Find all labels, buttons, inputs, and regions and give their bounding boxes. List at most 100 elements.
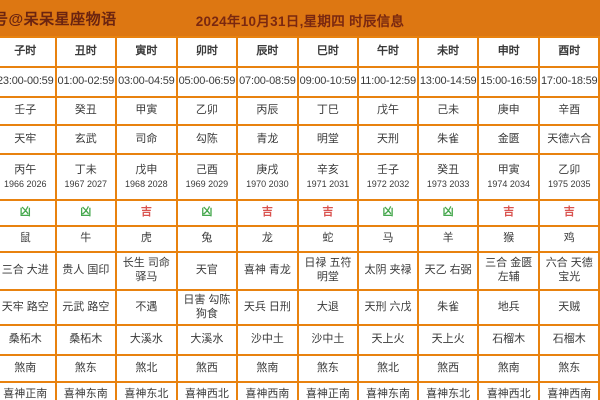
nayin-cell: 桑柘木 (54, 324, 118, 356)
animal-cell: 羊 (416, 225, 480, 253)
animal-cell: 龙 (236, 225, 299, 253)
xi-cell: 喜神西北财神正东 (477, 381, 540, 400)
chong-years: 1973 2033 (426, 178, 470, 189)
chong-years: 1968 2028 (125, 178, 168, 189)
time-cell: 09:00-10:59 (296, 66, 360, 98)
deity-cell: 天牢 (0, 124, 57, 155)
ji-cell: 喜神 青龙 (236, 251, 299, 291)
xiong-cell: 天刑 六戊 (357, 289, 419, 326)
sha-cell: 煞东 (54, 354, 118, 383)
animal-cell: 马 (357, 225, 419, 253)
deity-cell: 司命 (115, 124, 178, 155)
animal-cell: 猴 (477, 225, 540, 253)
name-cell: 酉时 (537, 36, 600, 68)
sha-cell: 煞北 (115, 354, 178, 383)
row-luck: 凶凶吉凶吉吉凶凶吉吉凶旬空吉 (0, 199, 600, 227)
sha-cell: 煞南 (0, 354, 57, 383)
luck-good-mark: 吉 (503, 206, 515, 219)
ji-cell: 日禄 五符 明堂 (296, 251, 360, 291)
ganzhi-cell: 壬子 (0, 96, 57, 126)
luck-cell: 吉 (537, 199, 600, 227)
luck-bad-mark: 凶 (442, 206, 454, 219)
row-xi: 喜神正南财神正南喜神东南财神正南喜神东北财神东南喜神西北财神东南喜神西南财神正西… (0, 381, 600, 400)
nayin-cell: 桑柘木 (0, 324, 57, 356)
luck-bad-mark: 凶 (382, 206, 394, 219)
name-cell: 卯时 (175, 36, 239, 68)
xishen-direction: 喜神正南 (305, 388, 350, 400)
chong-years: 1971 2031 (306, 178, 350, 189)
animal-cell: 蛇 (296, 225, 360, 253)
nayin-cell: 沙中土 (236, 324, 299, 356)
xishen-direction: 喜神西北 (184, 388, 229, 400)
luck-cell: 凶 (416, 199, 480, 227)
time-cell: 03:00-04:59 (115, 66, 178, 98)
ganzhi-cell: 癸丑 (54, 96, 118, 126)
xiong-cell: 地兵 (477, 289, 540, 326)
ji-cell: 天官 (175, 251, 239, 291)
name-cell: 寅时 (115, 36, 178, 68)
chong-cell: 丙午 1966 2026 (0, 153, 57, 201)
row-sha: 煞南煞东煞北煞西煞南煞东煞北煞西煞南煞东煞北煞西 (0, 354, 600, 383)
xiong-cell: 天贼 (537, 289, 600, 326)
header-banner: 号@呆呆星座物语 2024年10月31日,星期四 时辰信息 (0, 0, 600, 36)
row-chong: 丙午 1966 2026 丁未 1967 2027 戊申 1968 2028 己酉 1969 … (0, 153, 600, 201)
luck-cell: 吉 (115, 199, 178, 227)
deity-cell: 金匮 (477, 124, 540, 155)
nayin-cell: 沙中土 (296, 324, 360, 356)
xiong-cell: 天牢 路空 (0, 289, 57, 326)
ganzhi-cell: 丙辰 (236, 96, 299, 126)
deity-cell: 勾陈 (175, 124, 239, 155)
row-deity: 天牢玄武司命勾陈青龙明堂天刑朱雀金匮天德六合白虎玉堂 (0, 124, 600, 155)
chong-cell: 丁未 1967 2027 (54, 153, 118, 201)
ganzhi-cell: 己未 (416, 96, 480, 126)
chong-years: 1970 2030 (246, 178, 289, 189)
ji-cell: 六合 天德 宝光 (537, 251, 600, 291)
chong-years: 1967 2027 (64, 178, 108, 189)
chong-cell: 乙卯 1975 2035 (537, 153, 600, 201)
xiong-cell: 不遇 (115, 289, 178, 326)
xi-cell: 喜神东南财神正南 (54, 381, 118, 400)
time-cell: 23:00-00:59 (0, 66, 57, 98)
name-cell: 子时 (0, 36, 57, 68)
chong-years: 1974 2034 (487, 178, 530, 189)
deity-cell: 玄武 (54, 124, 118, 155)
ji-cell: 长生 司命 驿马 (115, 251, 178, 291)
xi-cell: 喜神西北财神东南 (175, 381, 239, 400)
chong-cell: 庚戌 1970 2030 (236, 153, 299, 201)
luck-bad-mark: 凶 (201, 206, 213, 219)
sha-cell: 煞东 (537, 354, 600, 383)
ji-cell: 天乙 右弼 (416, 251, 480, 291)
deity-cell: 天德六合 (537, 124, 600, 155)
xi-cell: 喜神东南财神正北 (357, 381, 419, 400)
xi-cell: 喜神东北财神东南 (115, 381, 178, 400)
name-cell: 申时 (477, 36, 540, 68)
deity-cell: 天刑 (357, 124, 419, 155)
name-cell: 午时 (357, 36, 419, 68)
nayin-cell: 石榴木 (477, 324, 540, 356)
luck-cell: 吉 (236, 199, 299, 227)
luck-cell: 凶 (175, 199, 239, 227)
xishen-direction: 喜神西南 (245, 388, 290, 400)
luck-bad-mark: 凶 (19, 206, 31, 219)
chong-cell: 壬子 1972 2032 (357, 153, 419, 201)
xiong-cell: 天兵 日刑 (236, 289, 299, 326)
row-nayin: 桑柘木桑柘木大溪水大溪水沙中土沙中土天上火天上火石榴木石榴木大海水大海水 (0, 324, 600, 356)
chong-years: 1966 2026 (3, 178, 47, 189)
time-cell: 17:00-18:59 (537, 66, 600, 98)
ji-cell: 太阴 夹禄 (357, 251, 419, 291)
xi-cell: 喜神正南财神正南 (0, 381, 57, 400)
ganzhi-cell: 庚申 (477, 96, 540, 126)
xishen-direction: 喜神正南 (3, 388, 48, 400)
animal-cell: 兔 (175, 225, 239, 253)
xiong-cell: 元武 路空 (54, 289, 118, 326)
name-cell: 未时 (416, 36, 480, 68)
animal-cell: 牛 (54, 225, 118, 253)
time-cell: 13:00-14:59 (416, 66, 480, 98)
chong-cell: 己酉 1969 2029 (175, 153, 239, 201)
xishen-direction: 喜神东南 (366, 388, 411, 400)
xi-cell: 喜神西南财神正西 (236, 381, 299, 400)
luck-cell: 凶 (357, 199, 419, 227)
sha-cell: 煞东 (296, 354, 360, 383)
nayin-cell: 天上火 (416, 324, 480, 356)
luck-bad-mark: 凶 (80, 206, 92, 219)
